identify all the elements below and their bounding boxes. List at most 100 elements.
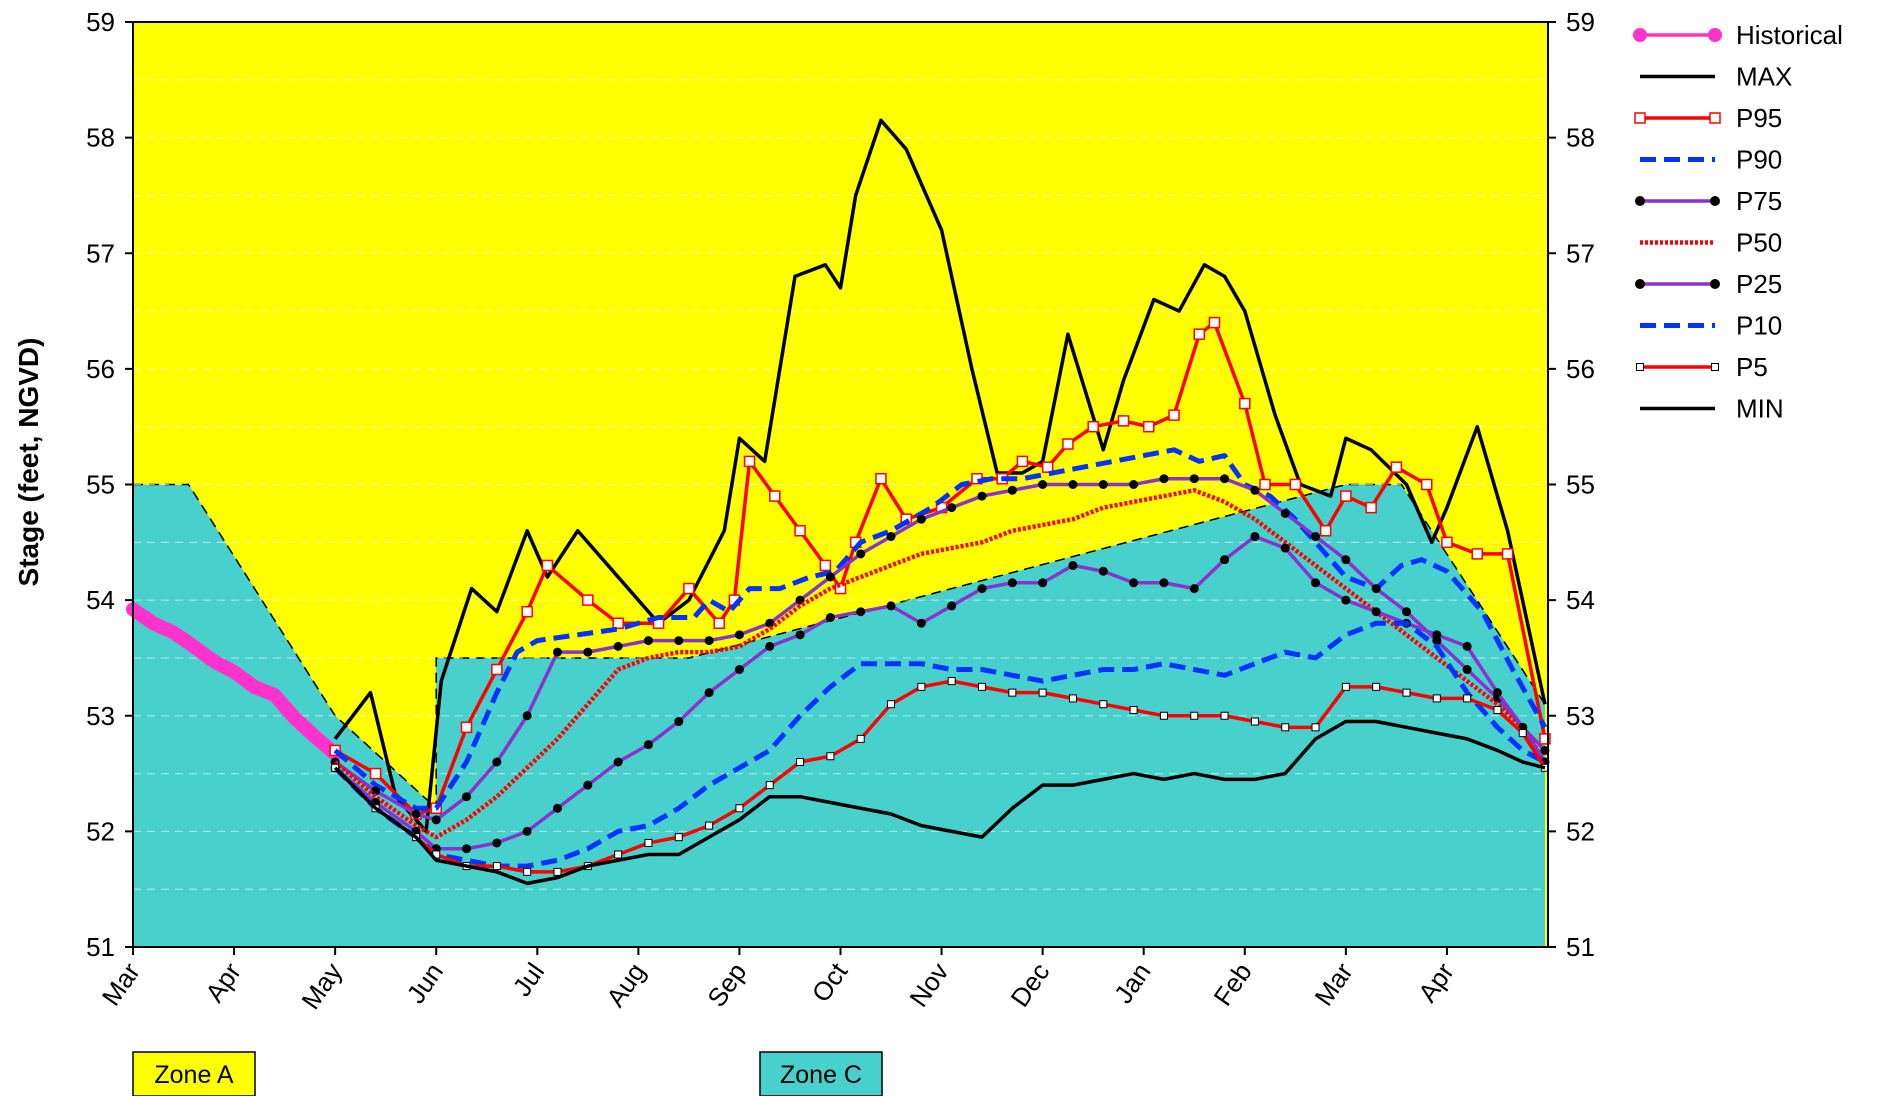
point-p95 <box>1420 478 1433 491</box>
point-p95 <box>1471 548 1483 560</box>
point-p95 <box>683 582 695 595</box>
legend-marker <box>1635 196 1645 206</box>
point-p75 <box>977 491 987 501</box>
y-tick-label-right: 57 <box>1566 238 1595 268</box>
y-tick-label-right: 52 <box>1566 816 1595 846</box>
legend-item-p50: P50 <box>1640 228 1782 258</box>
y-tick-label-left: 56 <box>86 354 115 384</box>
legend-marker <box>1633 28 1647 42</box>
zone-key-box <box>132 1051 256 1096</box>
y-tick-label-right: 53 <box>1566 701 1595 731</box>
legend-item-max: MAX <box>1640 62 1792 92</box>
legend-item-p10: P10 <box>1640 311 1782 341</box>
point-p75 <box>522 711 532 721</box>
point-p5 <box>674 833 683 842</box>
legend-marker <box>1635 279 1645 289</box>
y-tick-label-left: 54 <box>86 585 115 615</box>
zone-key-label: Zone A <box>154 1061 234 1089</box>
point-p95 <box>582 594 594 606</box>
y-tick-label-left: 53 <box>86 701 115 731</box>
point-p5 <box>1372 682 1381 691</box>
zone-legend: Zone A Zone C <box>132 1051 883 1096</box>
point-p25 <box>1220 555 1230 565</box>
point-p75 <box>1159 474 1169 484</box>
y-axis-title: Stage (feet, NGVD) <box>13 338 44 587</box>
point-p25 <box>1098 566 1108 576</box>
point-p75 <box>1129 480 1139 489</box>
legend-label: MAX <box>1736 62 1792 92</box>
point-p75 <box>371 786 381 796</box>
point-p95 <box>1441 536 1453 549</box>
point-p25 <box>674 717 684 727</box>
legend-item-historical: Historical <box>1633 20 1843 50</box>
point-p75 <box>1007 485 1017 495</box>
point-p5 <box>1008 688 1017 697</box>
x-tick-label: Sep <box>701 957 752 1012</box>
y-tick-label-right: 55 <box>1566 470 1595 500</box>
y-tick-label-left: 58 <box>86 123 115 153</box>
y-tick-label-left: 55 <box>86 470 115 500</box>
point-p5 <box>735 804 744 813</box>
point-p75 <box>1250 485 1260 495</box>
point-p95 <box>1501 548 1514 560</box>
legend-item-p95: P95 <box>1634 103 1782 133</box>
point-p5 <box>917 682 926 691</box>
point-p95 <box>1289 478 1302 491</box>
legend-item-min: MIN <box>1640 394 1784 424</box>
point-p5 <box>614 850 623 859</box>
series-p90 <box>333 447 1548 811</box>
x-tick-label: Jun <box>401 957 450 1009</box>
point-p75 <box>1220 474 1230 484</box>
point-p75 <box>553 647 562 657</box>
legend-item-p25: P25 <box>1635 269 1782 299</box>
y-tick-label-right: 56 <box>1566 354 1595 384</box>
x-tick-label: Dec <box>1004 957 1055 1012</box>
point-p75 <box>704 636 714 646</box>
point-p5 <box>1432 694 1441 703</box>
point-p25 <box>765 641 775 651</box>
point-p75 <box>734 630 744 640</box>
point-p95 <box>541 559 554 572</box>
point-p75 <box>1341 555 1351 565</box>
point-p25 <box>522 826 532 836</box>
point-p75 <box>765 618 775 628</box>
point-p95 <box>1143 420 1155 433</box>
point-p25 <box>1159 578 1169 588</box>
point-p25 <box>462 844 472 854</box>
legend-marker <box>1710 279 1720 289</box>
point-p75 <box>1371 584 1381 594</box>
legend: Historical MAX P95 P90 P75 P50 P25 P10 P5 MIN <box>1633 20 1843 424</box>
point-p95 <box>1539 733 1551 745</box>
series-p95 <box>329 316 1551 820</box>
legend-label: Historical <box>1736 20 1843 50</box>
point-p25 <box>1341 595 1351 605</box>
point-p25 <box>1432 630 1442 640</box>
point-p25 <box>553 803 562 813</box>
point-p75 <box>492 757 502 767</box>
y-tick-label-right: 54 <box>1566 585 1595 615</box>
series-line-p50 <box>333 488 1547 840</box>
legend-label: P5 <box>1736 352 1768 382</box>
y-tick-label-right: 51 <box>1566 932 1595 962</box>
y-tick-label-left: 59 <box>86 7 115 37</box>
legend-label: P95 <box>1736 103 1782 133</box>
series-layer <box>126 118 1551 886</box>
legend-marker <box>1711 363 1719 371</box>
point-p75 <box>947 503 957 513</box>
point-p75 <box>462 792 472 802</box>
point-p5 <box>1493 705 1502 714</box>
point-p25 <box>1492 688 1502 698</box>
point-p5 <box>1311 723 1320 732</box>
point-p5 <box>1099 700 1108 709</box>
zone-key-label: Zone C <box>780 1061 862 1089</box>
legend-marker <box>1634 112 1646 124</box>
x-tick-label: Mar <box>1309 957 1359 1011</box>
point-p75 <box>411 809 421 819</box>
zone-key-box <box>759 1051 883 1096</box>
point-p95 <box>491 663 503 676</box>
legend-label: P90 <box>1736 145 1782 175</box>
point-p5 <box>1038 688 1047 697</box>
point-p5 <box>1129 705 1138 714</box>
series-line-p90 <box>333 447 1548 811</box>
